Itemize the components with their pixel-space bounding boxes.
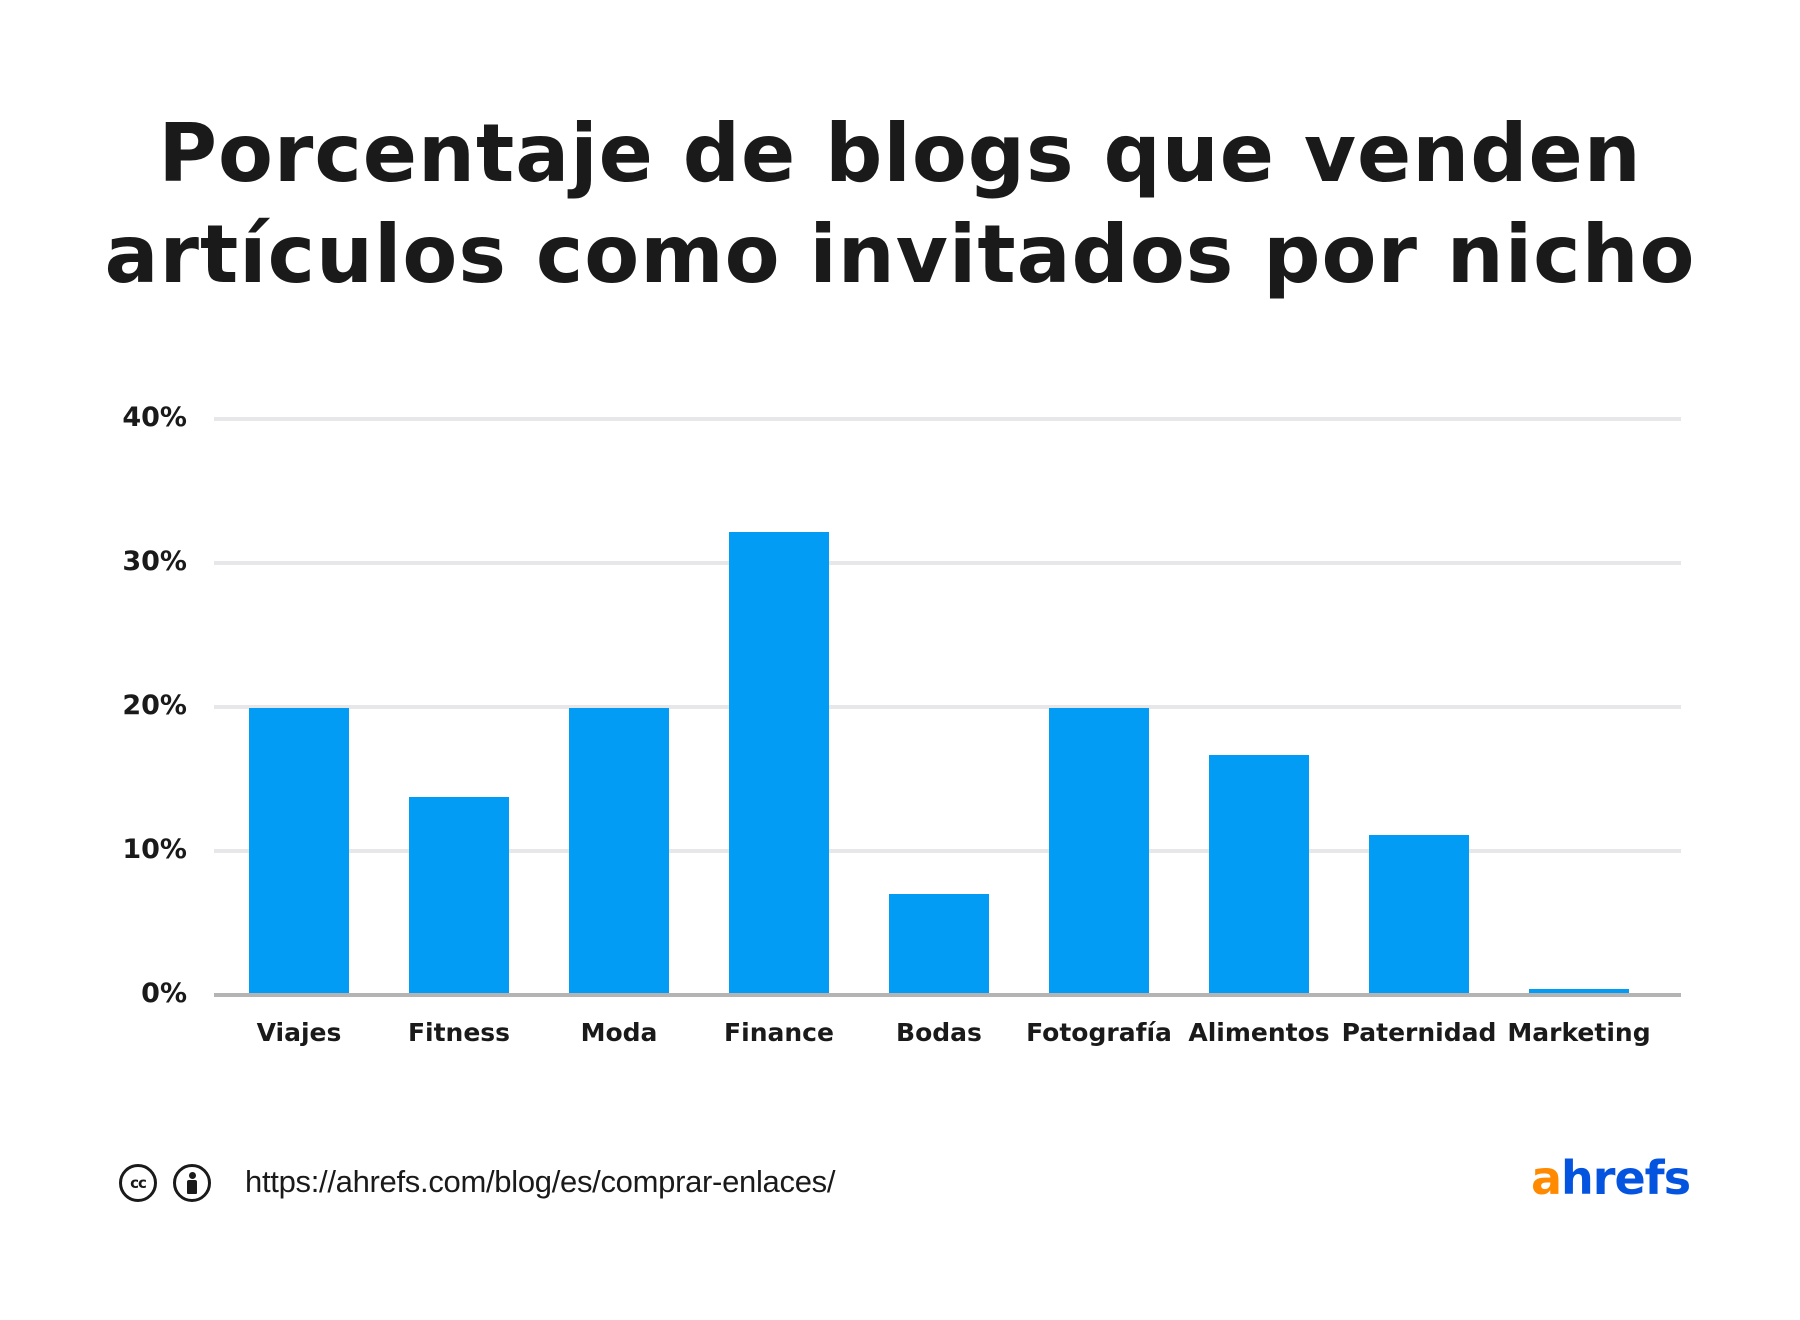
bar-paternidad xyxy=(1369,834,1469,993)
x-tick-label: Paternidad xyxy=(1341,1018,1497,1047)
y-tick-label: 0% xyxy=(141,978,187,1009)
by-attribution-icon xyxy=(173,1164,211,1202)
x-tick-label: Marketing xyxy=(1507,1018,1651,1047)
bar-marketing xyxy=(1529,988,1629,993)
gridline-30 xyxy=(214,561,1681,565)
bar-fotografia xyxy=(1049,707,1149,993)
y-tick-label: 10% xyxy=(122,834,187,865)
logo-letters-hrefs: hrefs xyxy=(1561,1151,1691,1205)
bar-viajes xyxy=(249,707,349,993)
person-body-shape xyxy=(187,1180,197,1194)
ahrefs-logo[interactable]: ahrefs xyxy=(1531,1150,1691,1206)
x-tick-label: Moda xyxy=(580,1018,658,1047)
cc-icon-text: cc xyxy=(130,1174,147,1192)
bar-alimentos xyxy=(1209,755,1309,993)
y-tick-label: 20% xyxy=(122,690,187,721)
gridline-10 xyxy=(214,849,1681,853)
gridline-20 xyxy=(214,705,1681,709)
bar-bodas xyxy=(889,893,989,993)
x-tick-label: Fitness xyxy=(407,1018,511,1047)
logo-letter-a: a xyxy=(1531,1151,1562,1205)
x-tick-label: Alimentos xyxy=(1188,1018,1330,1047)
source-url-link[interactable]: https://ahrefs.com/blog/es/comprar-enlac… xyxy=(245,1164,836,1199)
bar-fitness xyxy=(409,797,509,993)
person-head-shape xyxy=(189,1172,196,1179)
x-tick-label: Fotografía xyxy=(1026,1018,1172,1047)
x-tick-label: Finance xyxy=(724,1018,834,1047)
bar-finance xyxy=(729,532,829,993)
cc-icon: cc xyxy=(119,1164,157,1202)
x-tick-label: Viajes xyxy=(256,1018,342,1047)
chart-title-line-2: artículos como invitados por nicho xyxy=(104,208,1696,301)
x-axis-baseline xyxy=(214,993,1681,997)
x-tick-label: Bodas xyxy=(896,1018,982,1047)
gridline-40 xyxy=(214,417,1681,421)
y-tick-label: 30% xyxy=(122,546,187,577)
y-tick-label: 40% xyxy=(122,402,187,433)
bar-moda xyxy=(569,707,669,993)
chart-title: Porcentaje de blogs que venden artículos… xyxy=(0,103,1800,305)
chart-title-line-1: Porcentaje de blogs que venden xyxy=(158,107,1642,200)
